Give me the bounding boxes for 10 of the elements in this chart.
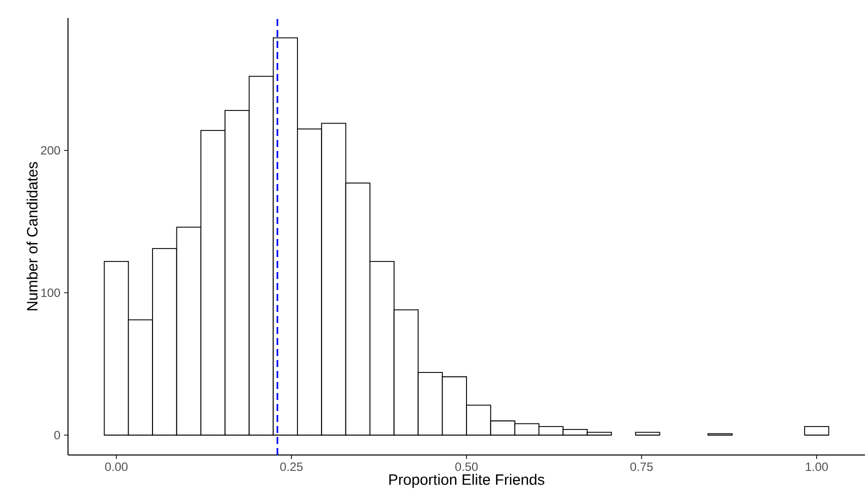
y-axis-title: Number of Candidates bbox=[26, 162, 38, 310]
x-tick-label: 0.75 bbox=[630, 462, 653, 472]
y-tick-label: 0 bbox=[54, 430, 60, 440]
x-axis-title: Proportion Elite Friends bbox=[389, 474, 544, 488]
x-tick-label: 0.50 bbox=[455, 462, 478, 472]
y-tick-label: 200 bbox=[41, 146, 60, 155]
x-tick-label: 0.25 bbox=[280, 462, 303, 472]
x-tick-label: 0.00 bbox=[105, 462, 128, 472]
x-tick-label: 1.00 bbox=[806, 462, 828, 472]
y-tick-label: 100 bbox=[41, 288, 60, 297]
